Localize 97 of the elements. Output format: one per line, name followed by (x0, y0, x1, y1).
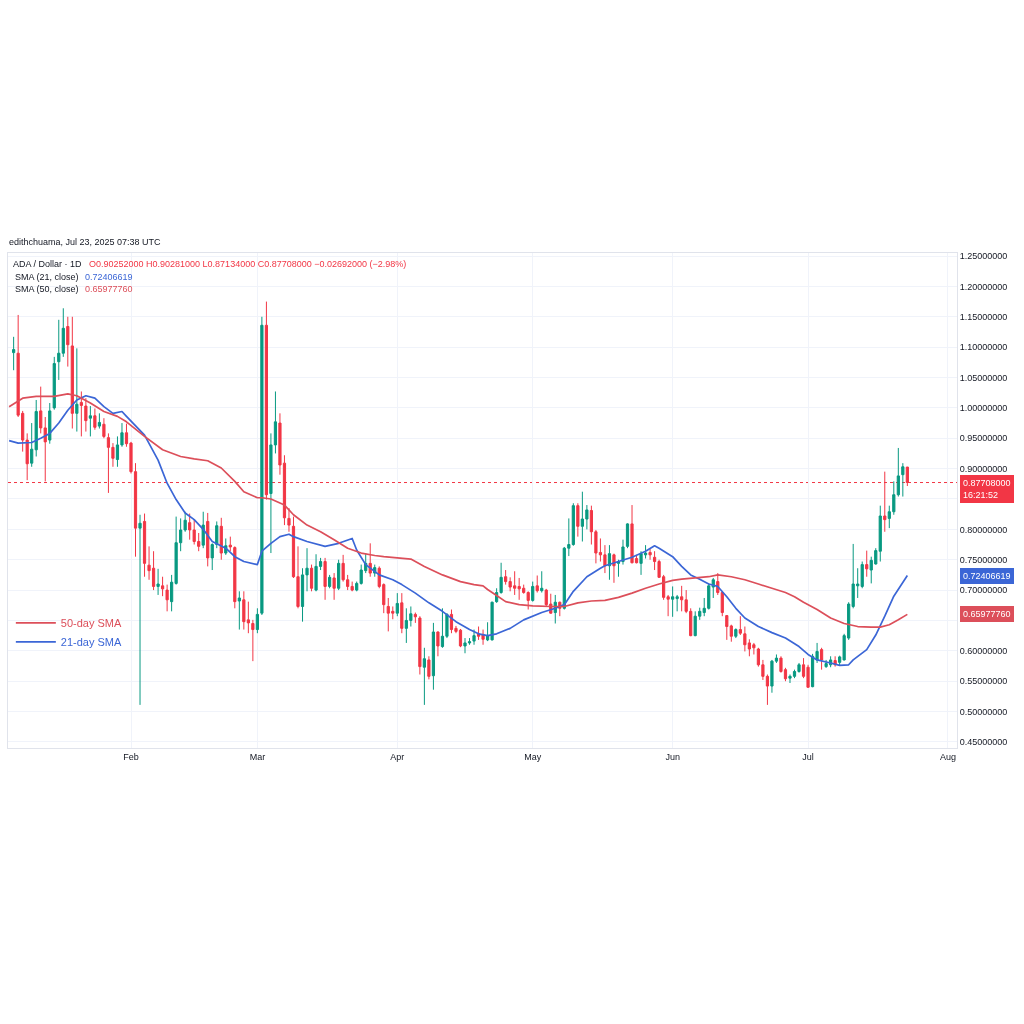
candlestick (327, 574, 332, 589)
candlestick (540, 570, 544, 594)
candlestick (12, 336, 16, 371)
candlestick (531, 581, 535, 603)
candlestick (142, 513, 147, 578)
candlestick (535, 575, 539, 594)
annotation: 0.65977760 (85, 284, 133, 294)
x-tick-label: Jul (802, 751, 814, 762)
candlestick (788, 674, 792, 684)
y-tick-label: 0.70000000 (959, 585, 1008, 596)
legend-label: 50-day SMA (60, 617, 123, 630)
y-tick-label: 0.95000000 (959, 433, 1008, 444)
candlestick (436, 630, 440, 657)
x-tick-label: Feb (123, 751, 139, 762)
annotation: SMA (21, close) (15, 272, 79, 282)
candlestick (693, 610, 697, 637)
candlestick (102, 417, 106, 439)
candlestick (48, 402, 52, 445)
candlestick (458, 628, 463, 648)
candlestick (151, 550, 156, 591)
annotation: SMA (50, close) (15, 284, 79, 294)
candlestick (865, 550, 869, 578)
candlestick (287, 507, 291, 533)
y-tick-label: 0.80000000 (959, 524, 1008, 535)
candlestick (237, 590, 241, 631)
y-tick-label: 1.25000000 (959, 251, 1008, 262)
y-tick-label: 0.45000000 (959, 737, 1008, 748)
x-tick-label: Aug (939, 751, 956, 762)
x-tick-label: May (524, 751, 542, 762)
candlestick (255, 607, 259, 634)
y-tick-label: 1.00000000 (959, 403, 1008, 414)
candlestick (752, 642, 756, 655)
y-tick-label: 1.20000000 (959, 281, 1008, 292)
candlestick (422, 647, 426, 706)
candlestick (138, 514, 142, 706)
y-tick-label: 0.55000000 (959, 676, 1008, 687)
candlestick (824, 659, 828, 669)
y-tick-label: 0.75000000 (959, 554, 1008, 565)
annotation: 0.72406619 (85, 272, 133, 282)
annotation: O0.90252000 H0.90281000 L0.87134000 C0.87708000 −0.02692000 (−2.98%) (89, 259, 407, 269)
candlestick (680, 585, 684, 612)
y-tick-label: 0.90000000 (959, 463, 1008, 474)
candlestick (309, 564, 314, 592)
candlestick (463, 637, 467, 654)
candlestick (66, 316, 70, 368)
candlestick (418, 615, 422, 676)
candlestick (607, 544, 612, 581)
candlestick (797, 662, 801, 674)
candlestick (219, 517, 223, 561)
candlestick (97, 412, 102, 430)
candlestick (440, 607, 445, 649)
legend-label: 21-day SMA (60, 636, 123, 649)
candlestick (206, 512, 210, 567)
candlestick (70, 316, 74, 430)
candlestick (476, 626, 481, 641)
y-tick-label: 0.60000000 (959, 645, 1008, 656)
candlestick (188, 513, 192, 541)
ref-line-label: 0.87708000 16:21:52 (963, 478, 1011, 500)
candlestick (332, 572, 336, 601)
candlestick (242, 590, 246, 631)
candlestick (323, 557, 327, 601)
candlestick (431, 622, 436, 691)
x-tick-label: Apr (390, 751, 405, 762)
candlestick (472, 629, 476, 646)
candlestick (260, 316, 264, 616)
y-tick-label: 1.10000000 (959, 342, 1008, 353)
candlestick (75, 347, 79, 433)
candlestick (427, 655, 431, 680)
candlestick (725, 614, 729, 641)
candlestick (400, 592, 404, 634)
candlestick (648, 547, 652, 561)
candlestick (901, 462, 905, 498)
candlestick (52, 356, 56, 411)
candlestick (630, 504, 634, 564)
candlestick (878, 505, 882, 563)
candlestick (88, 405, 92, 437)
candlestick (395, 592, 399, 617)
x-tick-label: Mar (249, 751, 266, 762)
candlestick (337, 559, 341, 591)
candlestick (819, 647, 824, 671)
candlestick (612, 553, 616, 584)
candlestick (734, 627, 738, 639)
text: 0.65977760 (963, 609, 1011, 619)
x-tick-label: Jun (665, 751, 680, 762)
y-tick-label: 1.15000000 (959, 311, 1008, 322)
y-tick-label: 0.50000000 (959, 706, 1008, 717)
candlestick (314, 553, 318, 592)
candlestick (490, 601, 494, 641)
text: 0.72406619 (963, 571, 1011, 581)
text: ADA / Dollar · 1D (13, 259, 83, 270)
candlestick (576, 502, 580, 538)
candlestick (156, 568, 160, 596)
text: edithchuama, Jul 23, 2025 07:38 UTC (9, 237, 162, 247)
candlestick (413, 612, 417, 624)
y-tick-label: 1.05000000 (959, 372, 1008, 383)
candlestick (93, 407, 97, 431)
candlestick (671, 585, 675, 618)
